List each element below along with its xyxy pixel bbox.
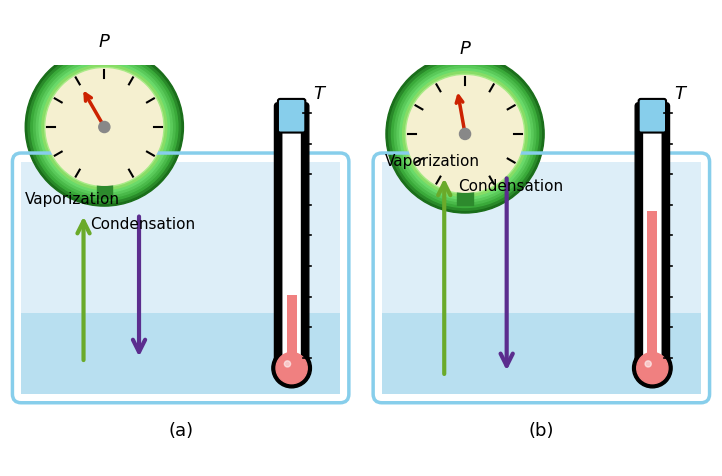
FancyBboxPatch shape	[21, 162, 340, 313]
Circle shape	[45, 68, 163, 186]
FancyBboxPatch shape	[21, 313, 340, 394]
Circle shape	[632, 348, 672, 388]
FancyBboxPatch shape	[287, 295, 297, 368]
Circle shape	[397, 66, 533, 202]
Text: $T$: $T$	[674, 85, 688, 103]
FancyBboxPatch shape	[282, 103, 301, 372]
Text: $T$: $T$	[313, 85, 328, 103]
Circle shape	[31, 53, 178, 200]
Text: Vaporization: Vaporization	[25, 192, 120, 207]
Circle shape	[34, 56, 175, 198]
Circle shape	[403, 71, 528, 197]
Circle shape	[388, 58, 542, 210]
Text: Condensation: Condensation	[90, 217, 196, 232]
Text: $P$: $P$	[98, 33, 110, 51]
Circle shape	[272, 348, 311, 388]
FancyBboxPatch shape	[382, 313, 701, 394]
Circle shape	[459, 129, 471, 139]
FancyBboxPatch shape	[382, 162, 701, 313]
FancyBboxPatch shape	[274, 103, 309, 375]
Text: $P$: $P$	[458, 40, 471, 58]
Circle shape	[28, 51, 180, 203]
Circle shape	[276, 352, 308, 384]
Text: Condensation: Condensation	[458, 179, 563, 194]
Text: (b): (b)	[529, 422, 554, 440]
Circle shape	[25, 48, 183, 206]
Circle shape	[405, 74, 525, 194]
Circle shape	[99, 121, 110, 132]
FancyBboxPatch shape	[278, 99, 305, 132]
FancyBboxPatch shape	[635, 103, 669, 375]
Circle shape	[42, 65, 167, 189]
Circle shape	[36, 59, 173, 195]
Circle shape	[406, 75, 524, 193]
Circle shape	[394, 63, 536, 205]
FancyBboxPatch shape	[643, 103, 661, 372]
Text: (a): (a)	[168, 422, 193, 440]
Circle shape	[284, 361, 290, 367]
FancyBboxPatch shape	[639, 99, 666, 132]
Circle shape	[386, 55, 544, 213]
Circle shape	[391, 60, 539, 208]
FancyBboxPatch shape	[648, 211, 657, 368]
Circle shape	[400, 69, 530, 199]
Circle shape	[39, 62, 170, 192]
Text: Vaporization: Vaporization	[386, 154, 480, 169]
Circle shape	[637, 352, 668, 384]
Circle shape	[645, 361, 651, 367]
Circle shape	[45, 67, 164, 187]
